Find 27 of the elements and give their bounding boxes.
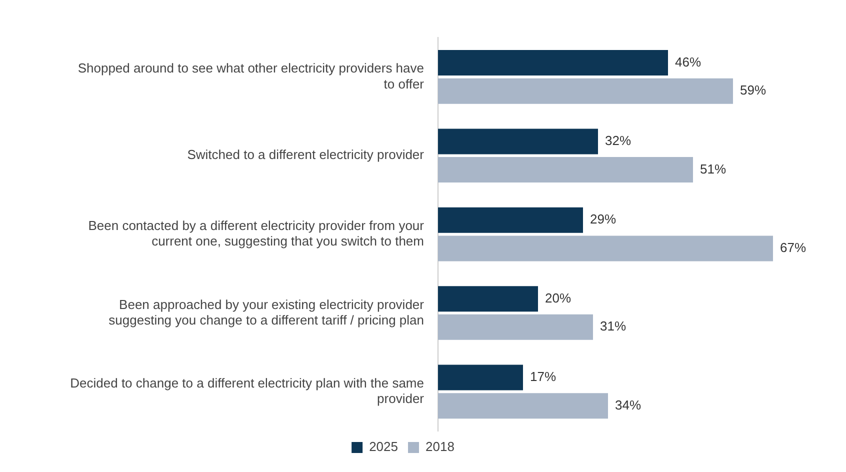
data-label: 51% <box>700 161 726 176</box>
data-label: 31% <box>600 318 626 334</box>
data-label: 20% <box>545 290 572 306</box>
bar <box>438 128 598 154</box>
data-label: 67% <box>780 240 806 256</box>
data-label: 17% <box>530 369 556 384</box>
bar <box>438 286 538 312</box>
data-label: 59% <box>740 82 766 98</box>
y-tick-label: Been contacted by a different electricity provider from your current one, suggesting that you switch to them <box>88 218 425 249</box>
bar <box>438 157 693 183</box>
bar <box>438 207 583 233</box>
bar <box>438 393 608 419</box>
bar <box>438 50 668 76</box>
data-label: 29% <box>590 212 616 227</box>
legend-label: 2018 <box>426 439 454 454</box>
bar <box>438 78 733 104</box>
y-tick-label: Decided to change to a different electricity plan with the same provider <box>70 375 425 406</box>
bar <box>438 236 773 262</box>
data-label: 46% <box>675 54 702 70</box>
y-tick-label: Switched to a different electricity provider <box>187 147 425 162</box>
data-label: 34% <box>615 397 642 412</box>
bar <box>438 364 523 390</box>
bar <box>438 314 593 340</box>
legend-label: 2025 <box>369 439 398 454</box>
data-label: 32% <box>605 133 632 148</box>
y-tick-label: Shopped around to see what other electricity providers have to offer <box>78 60 425 92</box>
y-tick-label: Been approached by your existing electricity provider suggesting you change to a different tariff / pricing plan <box>108 296 425 328</box>
